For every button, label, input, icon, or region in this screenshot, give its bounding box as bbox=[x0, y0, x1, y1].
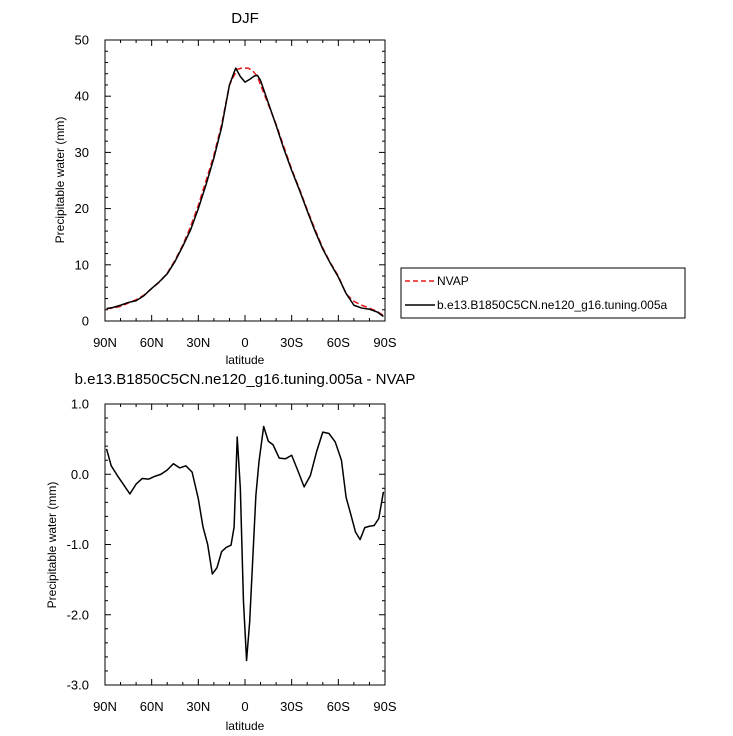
y-tick-label: 0.0 bbox=[71, 467, 89, 482]
y-axis-label: Precipitable water (mm) bbox=[45, 482, 59, 609]
y-tick-label: 50 bbox=[75, 33, 89, 48]
y-axis-label: Precipitable water (mm) bbox=[53, 117, 67, 244]
y-tick-label: 30 bbox=[75, 145, 89, 160]
x-tick-label: 90S bbox=[373, 699, 396, 714]
chart-title: b.e13.B1850C5CN.ne120_g16.tuning.005a - … bbox=[75, 371, 416, 388]
x-tick-label: 90S bbox=[373, 335, 396, 350]
chart-title: DJF bbox=[231, 10, 259, 27]
x-axis-label: latitude bbox=[226, 353, 265, 367]
y-tick-label: 20 bbox=[75, 201, 89, 216]
difference-line bbox=[105, 425, 385, 662]
series-nvap-line bbox=[106, 67, 384, 317]
legend-frame bbox=[400, 267, 686, 319]
x-tick-label: 30S bbox=[280, 699, 303, 714]
x-axis-label: latitude bbox=[226, 719, 265, 733]
y-tick-label: 0 bbox=[82, 314, 89, 329]
bottom-chart: b.e13.B1850C5CN.ne120_g16.tuning.005a - … bbox=[45, 371, 415, 733]
legend-label-model: b.e13.B1850C5CN.ne120_g16.tuning.005a bbox=[437, 298, 668, 312]
legend: NVAP b.e13.B1850C5CN.ne120_g16.tuning.00… bbox=[400, 267, 686, 319]
y-tick-label: -2.0 bbox=[67, 607, 89, 622]
x-tick-label: 60N bbox=[140, 699, 164, 714]
x-tick-label: 90N bbox=[93, 699, 117, 714]
x-tick-label: 30S bbox=[280, 335, 303, 350]
series-model-line bbox=[106, 67, 384, 318]
top-chart: DJF Precipitable water (mm) latitude 90N… bbox=[53, 10, 397, 367]
y-tick-label: 10 bbox=[75, 257, 89, 272]
x-tick-label: 30N bbox=[186, 699, 210, 714]
x-tick-label: 0 bbox=[241, 335, 248, 350]
y-tick-label: 1.0 bbox=[71, 397, 89, 412]
y-tick-label: 40 bbox=[75, 89, 89, 104]
legend-label-nvap: NVAP bbox=[437, 274, 469, 288]
x-tick-label: 60S bbox=[327, 699, 350, 714]
x-tick-label: 60N bbox=[140, 335, 164, 350]
y-tick-label: -3.0 bbox=[67, 678, 89, 693]
x-tick-label: 30N bbox=[186, 335, 210, 350]
x-tick-label: 0 bbox=[241, 699, 248, 714]
x-tick-label: 60S bbox=[327, 335, 350, 350]
y-tick-label: -1.0 bbox=[67, 537, 89, 552]
x-tick-label: 90N bbox=[93, 335, 117, 350]
